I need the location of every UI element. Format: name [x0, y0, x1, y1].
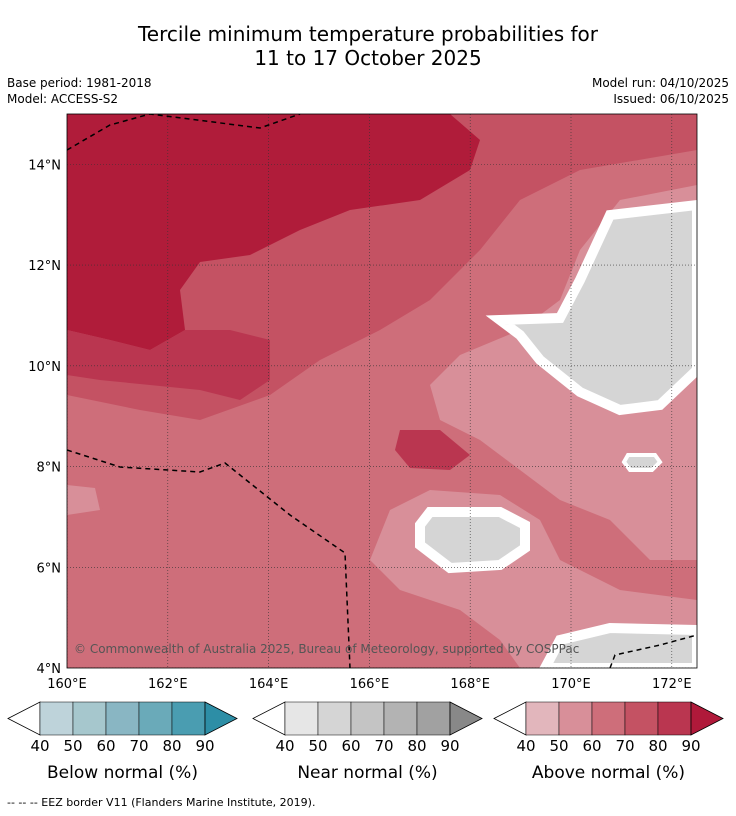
map-frame: [66, 113, 698, 669]
colorbar-segment: [591, 701, 626, 736]
colorbar-tick: 80: [648, 737, 667, 755]
colorbar-tick: 90: [195, 737, 214, 755]
colorbar-max-arrow: [204, 701, 238, 736]
near-normal-east: [485, 199, 697, 416]
gridlines: [67, 114, 697, 668]
field-80-spot: [395, 430, 470, 470]
colorbar-segment: [317, 701, 352, 736]
meta-left: Base period: 1981-2018 Model: ACCESS-S2: [7, 75, 152, 107]
colorbar-min-arrow: [7, 701, 41, 736]
colorbar-tick: 70: [615, 737, 634, 755]
model-run: Model run: 04/10/2025: [591, 76, 729, 90]
colorbar-label: Near normal (%): [297, 763, 437, 783]
colorbar-tick: 50: [63, 737, 82, 755]
colorbar-segment: [284, 701, 319, 736]
colorbar-segment: [416, 701, 451, 736]
field-60-70-south: [67, 500, 490, 668]
lat-tick-label: 10°N: [28, 360, 61, 375]
lon-tick-label: 172°E: [652, 677, 692, 692]
colorbar-tick: 60: [96, 737, 115, 755]
near-normal-spot: [621, 453, 663, 472]
lat-tick-label: 8°N: [37, 461, 62, 476]
field-50-60-west: [67, 485, 100, 515]
lon-tick-label: 168°E: [450, 677, 490, 692]
eez-border-north: [67, 114, 301, 151]
lat-tick-label: 4°N: [37, 662, 62, 677]
axis-labels: 160°E 162°E 164°E 166°E 168°E 170°E 172°E 14°N 1…: [28, 158, 691, 692]
colorbar-tick: 60: [341, 737, 360, 755]
probability-field: © Commonwealth of Australia 2025, Bureau…: [67, 114, 697, 668]
colorbar-tick: 80: [162, 737, 181, 755]
colorbar-tick: 40: [30, 737, 49, 755]
colorbar-segment: [383, 701, 418, 736]
colorbar-tick: 60: [582, 737, 601, 755]
colorbar-segment: [138, 701, 173, 736]
lon-tick-label: 160°E: [47, 677, 87, 692]
colorbar-tick: 40: [516, 737, 535, 755]
colorbar-label: Below normal (%): [47, 763, 198, 783]
eez-border-south: [609, 634, 697, 668]
lat-tick-label: 12°N: [28, 259, 61, 274]
colorbar-tick: 50: [308, 737, 327, 755]
colorbar-min-arrow: [493, 701, 527, 736]
colorbar-tick: 70: [129, 737, 148, 755]
meta-right: Model run: 04/10/2025 Issued: 06/10/2025: [592, 75, 729, 107]
colorbar-segment: [39, 701, 74, 736]
colorbar-segment: [72, 701, 107, 736]
eez-border-west: [67, 449, 351, 668]
title-line-1: Tercile minimum temperature probabilitie…: [137, 22, 599, 46]
issued-date: Issued: 06/10/2025: [613, 92, 729, 106]
footer-note: -- -- -- EEZ border V11 (Flanders Marine…: [7, 796, 316, 809]
lon-tick-label: 170°E: [551, 677, 591, 692]
colorbar-min-arrow: [252, 701, 286, 736]
base-period: Base period: 1981-2018: [7, 76, 152, 90]
colorbar-tick: 90: [681, 737, 700, 755]
field-80-90-north: [67, 114, 480, 350]
colorbar-tick: 40: [275, 737, 294, 755]
lon-tick-label: 162°E: [148, 677, 188, 692]
colorbar-tick: 70: [374, 737, 393, 755]
lat-tick-label: 6°N: [37, 561, 62, 576]
near-normal-center: [415, 507, 530, 574]
colorbar-max-arrow: [690, 701, 724, 736]
colorbar-segment: [350, 701, 385, 736]
model-name: Model: ACCESS-S2: [7, 92, 119, 106]
colorbar-segment: [525, 701, 560, 736]
colorbar-0: 40 50 60 70 80 90 Below normal (%): [7, 701, 238, 783]
colorbar-segment: [105, 701, 140, 736]
colorbar-tick: 90: [440, 737, 459, 755]
lon-tick-label: 164°E: [249, 677, 289, 692]
colorbar-tick: 80: [407, 737, 426, 755]
colorbars: 40 50 60 70 80 90 Below normal (%) 40 50 60 70 80 90…: [7, 701, 724, 783]
colorbar-tick: 50: [549, 737, 568, 755]
colorbar-label: Above normal (%): [532, 763, 685, 783]
colorbar-segment: [171, 701, 206, 736]
title-line-2: 11 to 17 October 2025: [254, 46, 482, 70]
colorbar-2: 40 50 60 70 80 90 Above normal (%): [493, 701, 724, 783]
colorbar-segment: [624, 701, 659, 736]
field-80-90-mid: [67, 330, 270, 400]
lat-tick-label: 14°N: [28, 158, 61, 173]
colorbar-max-arrow: [449, 701, 483, 736]
lon-tick-label: 166°E: [350, 677, 390, 692]
colorbar-segment: [657, 701, 692, 736]
map-title: Tercile minimum temperature probabilitie…: [0, 22, 736, 70]
copyright-text: © Commonwealth of Australia 2025, Bureau…: [74, 642, 579, 656]
near-normal-south: [539, 622, 697, 668]
colorbar-segment: [558, 701, 593, 736]
